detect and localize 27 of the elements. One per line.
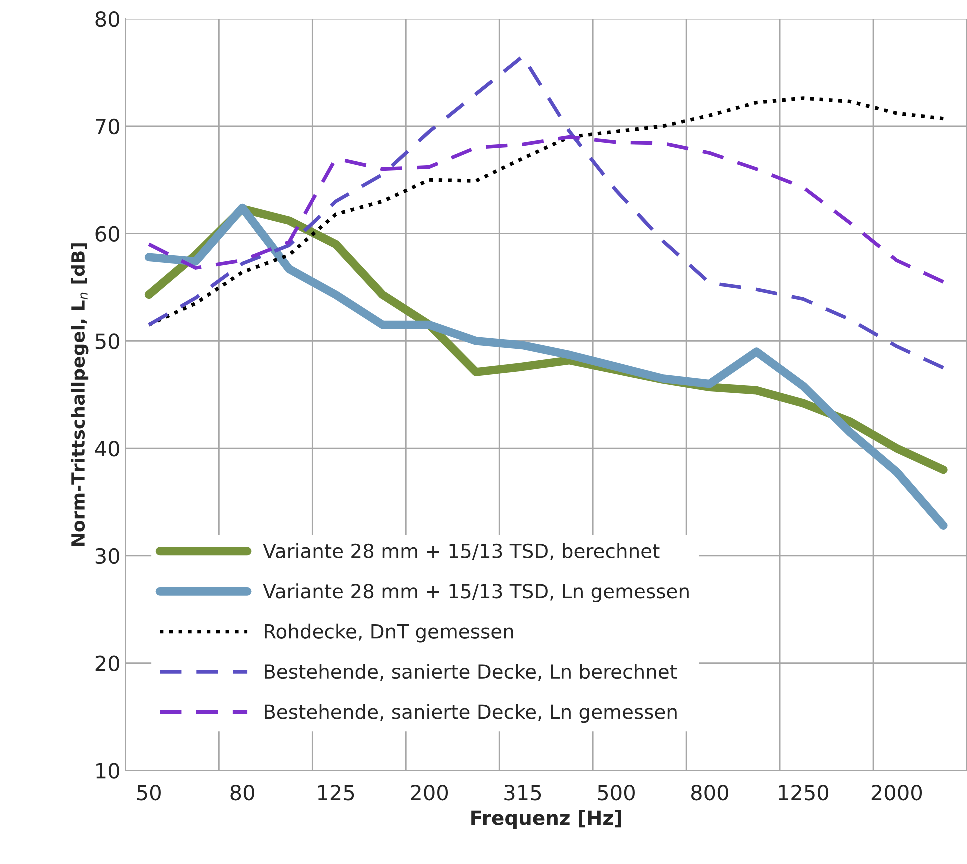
x-tick-label: 50 [137,784,161,801]
y-tick-label: 40 [95,440,120,457]
legend-label: Bestehende, sanierte Decke, Ln berechnet [265,664,678,682]
x-tick-label: 1250 [779,784,829,801]
y-tick-label: 10 [96,763,120,779]
y-tick-label: 30 [96,548,120,564]
x-tick-label: 315 [504,784,542,801]
x-tick-label: 125 [318,784,354,801]
y-tick-label: 50 [96,334,120,350]
line-series [147,54,946,370]
x-tick-label: 2000 [872,784,922,801]
x-axis-title: Frequenz [Hz] [472,810,622,830]
y-tick-label: 70 [96,118,120,135]
y-tick-label: 80 [96,11,120,28]
y-axis-title: Norm-Trittschallpegel, L$_{n}$ [dB] [71,244,89,546]
legend-label: Variante 28 mm + 15/13 TSD, Ln gemessen [263,584,689,602]
x-tick-label: 80 [230,784,254,801]
x-tick-label: 200 [411,784,448,801]
x-tick-label: 800 [691,784,728,801]
y-tick-label: 60 [96,226,120,242]
legend-label: Rohdecke, DnT gemessen [265,624,514,643]
line-series [147,135,946,284]
legend-label: Bestehende, sanierte Decke, Ln gemessen [265,704,677,724]
legend-label: Variante 28 mm + 15/13 TSD, berechnet [263,543,660,561]
y-tick-label: 20 [96,656,120,672]
line-series [147,96,946,327]
x-tick-label: 500 [598,784,635,801]
